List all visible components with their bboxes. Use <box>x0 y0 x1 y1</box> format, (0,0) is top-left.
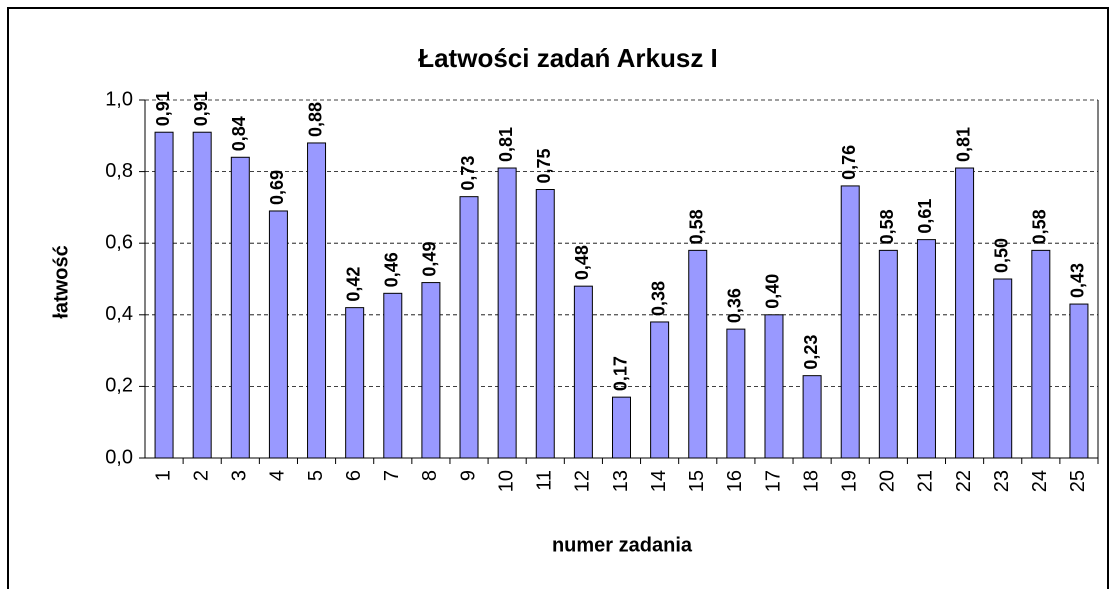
bar <box>612 396 631 459</box>
x-tick-label: 4 <box>267 470 289 481</box>
data-label: 0,38 <box>648 281 668 316</box>
data-label: 0,75 <box>534 148 554 183</box>
bar <box>497 167 517 459</box>
data-label: 0,91 <box>191 91 211 126</box>
x-tick-label: 17 <box>762 470 784 492</box>
y-tick-label: 0,8 <box>105 160 133 182</box>
data-label: 0,17 <box>610 356 630 391</box>
y-tick-label: 0,0 <box>105 446 133 468</box>
y-tick-label: 1,0 <box>105 88 133 110</box>
bar <box>764 314 784 459</box>
x-tick-label: 23 <box>991 470 1013 492</box>
data-label: 0,43 <box>1068 263 1088 298</box>
bar <box>573 285 593 459</box>
bar <box>421 282 441 459</box>
x-tick-label: 21 <box>915 470 937 492</box>
x-tick-label: 22 <box>953 470 975 492</box>
y-axis-label: łatwość <box>50 245 72 318</box>
bar <box>345 307 365 459</box>
bar <box>535 189 555 459</box>
data-label: 0,61 <box>915 199 935 234</box>
data-label: 0,58 <box>686 209 706 244</box>
data-label: 0,81 <box>496 127 516 162</box>
x-tick-label: 3 <box>229 470 251 481</box>
bar <box>383 292 403 459</box>
data-label: 0,69 <box>267 170 287 205</box>
bar <box>307 142 327 459</box>
data-label: 0,42 <box>343 267 363 302</box>
x-tick-label: 12 <box>572 470 594 492</box>
x-tick-label: 7 <box>381 470 403 481</box>
x-tick-label: 9 <box>457 470 479 481</box>
y-tick-label: 0,2 <box>105 375 133 397</box>
x-tick-label: 2 <box>190 470 212 481</box>
x-tick-label: 13 <box>610 470 632 492</box>
bar <box>154 131 174 459</box>
bar <box>650 321 670 459</box>
data-label: 0,40 <box>763 274 783 309</box>
x-tick-label: 15 <box>686 470 708 492</box>
bar <box>268 210 288 459</box>
data-label: 0,58 <box>877 209 897 244</box>
x-tick-label: 24 <box>1029 470 1051 492</box>
x-tick-label: 1 <box>152 470 174 481</box>
x-tick-label: 5 <box>305 470 327 481</box>
bar <box>955 167 975 459</box>
bar <box>1069 303 1089 459</box>
data-label: 0,76 <box>839 145 859 180</box>
bar <box>840 185 860 459</box>
y-tick-label: 0,4 <box>105 303 133 325</box>
x-tick-label: 11 <box>534 470 556 491</box>
bar <box>878 249 898 459</box>
data-label: 0,36 <box>725 288 745 323</box>
x-tick-label: 25 <box>1067 470 1089 492</box>
y-tick-label: 0,6 <box>105 231 133 253</box>
x-tick-label: 16 <box>724 470 746 492</box>
bar <box>802 375 822 459</box>
bar <box>459 196 479 459</box>
bar <box>916 239 936 459</box>
x-tick-label: 8 <box>419 470 441 481</box>
x-axis-label: numer zadania <box>552 534 693 556</box>
bar <box>230 156 250 459</box>
data-label: 0,91 <box>153 91 173 126</box>
data-label: 0,81 <box>953 127 973 162</box>
data-label: 0,58 <box>1030 209 1050 244</box>
data-label: 0,88 <box>305 102 325 137</box>
x-tick-label: 18 <box>800 470 822 492</box>
x-tick-label: 6 <box>343 470 365 481</box>
data-label: 0,23 <box>801 335 821 370</box>
chart-title: Łatwości zadań Arkusz I <box>418 43 718 73</box>
x-tick-label: 19 <box>839 470 861 492</box>
bar <box>726 328 746 459</box>
data-label: 0,46 <box>382 252 402 287</box>
data-label: 0,84 <box>229 116 249 151</box>
data-label: 0,49 <box>420 242 440 277</box>
x-tick-label: 20 <box>877 470 899 492</box>
data-label: 0,50 <box>991 238 1011 273</box>
bar <box>993 278 1013 459</box>
bar <box>1031 249 1051 459</box>
data-label: 0,73 <box>458 156 478 191</box>
x-tick-label: 10 <box>495 470 517 492</box>
data-label: 0,48 <box>572 245 592 280</box>
bar <box>688 249 708 459</box>
x-tick-label: 14 <box>648 470 670 492</box>
bar <box>192 131 212 459</box>
